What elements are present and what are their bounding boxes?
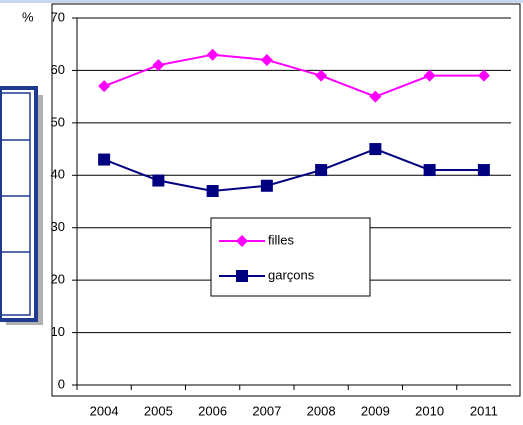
series-line (103, 53, 484, 98)
legend-label: garçons (268, 267, 315, 282)
x-tick-label: 2009 (361, 403, 390, 418)
x-tick-label: 2005 (144, 403, 173, 418)
y-tick-label: 70 (51, 9, 65, 24)
legend-marker (236, 270, 248, 282)
y-tick-label: 60 (51, 62, 65, 77)
data-point (206, 48, 219, 61)
x-tick-label: 2010 (415, 403, 444, 418)
x-tick-label: 2006 (198, 403, 227, 418)
y-axis-label: % (22, 9, 34, 24)
top-strip (0, 0, 523, 3)
data-point (206, 185, 219, 198)
data-point (260, 53, 273, 66)
data-point (423, 69, 436, 82)
table-inner (0, 92, 31, 316)
y-tick-label: 30 (51, 219, 65, 234)
data-point (477, 69, 490, 82)
y-tick-label: 50 (51, 114, 65, 129)
y-tick-label: 10 (51, 324, 65, 339)
chart-frame (51, 3, 521, 397)
data-point (315, 69, 328, 82)
table-fragment (0, 86, 43, 325)
y-tick-label: 0 (58, 376, 65, 391)
series-line (103, 147, 484, 193)
data-point (369, 143, 382, 156)
data-point (98, 153, 111, 166)
x-tick-label: 2007 (252, 403, 281, 418)
y-tick-label: 40 (51, 167, 65, 182)
legend-box (210, 217, 371, 297)
x-tick-label: 2004 (90, 403, 119, 418)
x-tick-label: 2008 (307, 403, 336, 418)
y-tick-label: 20 (51, 272, 65, 287)
data-point (152, 174, 165, 187)
data-point (152, 59, 165, 72)
data-point (315, 164, 328, 177)
data-point (423, 164, 436, 177)
x-tick-label: 2011 (470, 403, 498, 418)
legend-label: filles (268, 232, 295, 247)
data-point (98, 80, 111, 93)
data-point (477, 164, 490, 177)
legend-marker (236, 235, 248, 247)
data-point (369, 90, 382, 103)
data-point (260, 179, 273, 192)
